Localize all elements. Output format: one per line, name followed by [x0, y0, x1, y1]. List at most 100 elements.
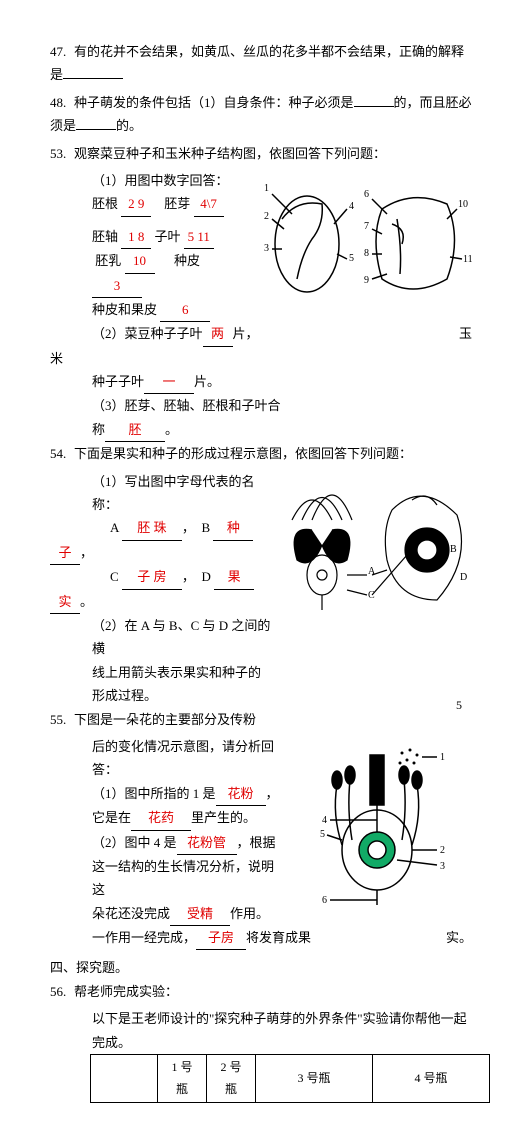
- svg-text:2: 2: [264, 211, 269, 222]
- q55-text: 下图是一朵花的主要部分及传粉: [74, 712, 256, 727]
- q55-p3: （2）图中 4 是花粉管，根据: [50, 831, 282, 855]
- q53-p3: 种子子叶一片。: [50, 370, 472, 394]
- q54-lav: 胚 珠: [122, 516, 182, 540]
- svg-text:5: 5: [320, 829, 325, 840]
- svg-text:10: 10: [458, 199, 468, 210]
- q55: 55.下图是一朵花的主要部分及传粉: [50, 708, 472, 731]
- q54-d2: 实。: [50, 590, 272, 614]
- q53-l4: 种皮和果皮 6: [50, 298, 252, 322]
- q53-p2row: （2）菜豆种子子叶两片， 玉: [50, 322, 472, 346]
- q53-l2a: 胚轴: [92, 229, 118, 244]
- q54-p1: （1）写出图中字母代表的名称：: [50, 470, 272, 517]
- svg-text:3: 3: [440, 861, 445, 872]
- svg-text:3: 3: [264, 243, 269, 254]
- q53-p5a: 称: [92, 422, 105, 437]
- q54-lc: C: [110, 569, 119, 584]
- q53-p4: （3）胚芽、胚轴、胚根和子叶合: [50, 394, 472, 417]
- section4: 四、探究题。: [50, 956, 472, 979]
- q53-p2b2: 米: [50, 347, 472, 370]
- q54-c2: ，: [80, 545, 93, 560]
- q55-p5a: 朵花还没完成: [92, 906, 170, 921]
- svg-text:9: 9: [364, 275, 369, 286]
- q54-lcv: 子 房: [122, 565, 182, 589]
- q48-b2[interactable]: [76, 116, 116, 130]
- q47-blank[interactable]: [63, 65, 123, 79]
- q53-diagram: 123 45 6789 1011: [252, 169, 472, 309]
- q54-lbv2: 子: [50, 541, 80, 565]
- q53-text: 观察菜豆种子和玉米种子结构图，依图回答下列问题：: [74, 146, 386, 161]
- q54-diagram: AC BD: [272, 470, 472, 630]
- q53-p5av: 胚: [105, 418, 165, 442]
- q53-p2b: 片，: [233, 326, 259, 341]
- tbl-c1: [91, 1055, 158, 1103]
- svg-text:6: 6: [322, 895, 327, 906]
- q55-p1av: 花粉: [216, 782, 266, 806]
- svg-text:6: 6: [364, 189, 369, 200]
- q54-p1e: 。: [80, 594, 93, 609]
- q56-num: 56.: [50, 980, 74, 1003]
- q53-l1bv: 4\7: [194, 192, 224, 216]
- q54-p2a: （2）在 A 与 B、C 与 D 之间的横: [50, 614, 272, 661]
- q53-l3: 胚乳 10 种皮 3: [50, 249, 252, 298]
- svg-text:4: 4: [322, 815, 327, 826]
- tbl-c4: 3 号瓶: [256, 1055, 373, 1103]
- svg-text:4: 4: [349, 201, 354, 212]
- q48-b1[interactable]: [354, 93, 394, 107]
- q55-num: 55.: [50, 708, 74, 731]
- tbl-c3: 2 号瓶: [207, 1055, 256, 1103]
- q55-p5av: 受精: [170, 902, 230, 926]
- q54-cd: C 子 房， D 果: [50, 565, 272, 589]
- q53-l4a: 种皮和果皮: [92, 302, 157, 317]
- q55-p2: 它是在花药里产生的。: [50, 806, 282, 830]
- q55-p3b: ，根据: [237, 835, 276, 850]
- q55-p6row: 一作用一经完成，子房将发育成果 实。: [50, 926, 472, 950]
- q54-p2b: 线上用箭头表示果实和种子的: [50, 661, 272, 684]
- svg-text:A: A: [368, 566, 376, 577]
- svg-text:7: 7: [364, 221, 369, 232]
- q48: 48.种子萌发的条件包括（1）自身条件：种子必须是的，而且胚必须是的。: [50, 91, 472, 138]
- q56: 56.帮老师完成实验：: [50, 980, 472, 1003]
- q54-ldv2: 实: [50, 590, 80, 614]
- q55-p3av: 花粉管: [177, 831, 237, 855]
- q53-l1: 胚根 2 9 胚芽 4\7: [50, 192, 252, 216]
- tbl-c5: 4 号瓶: [373, 1055, 490, 1103]
- q55-p6av: 子房: [196, 926, 246, 950]
- q54-c1: ，: [182, 520, 195, 535]
- q48-t3: 的。: [116, 118, 142, 133]
- svg-text:11: 11: [463, 254, 472, 265]
- q54-c3: ，: [182, 569, 195, 584]
- q55-l2: 后的变化情况示意图，请分析回答：: [50, 735, 282, 782]
- q53-num: 53.: [50, 142, 74, 165]
- q54-p2c: 形成过程。: [50, 684, 272, 707]
- q53-l2bv: 5 11: [184, 225, 214, 249]
- q53-p2av: 两: [203, 322, 233, 346]
- q48-t1: 种子萌发的条件包括（1）自身条件：种子必须是: [74, 95, 354, 110]
- svg-text:B: B: [450, 544, 457, 555]
- q53-p5: 称胚。: [50, 418, 472, 442]
- svg-text:5: 5: [349, 253, 354, 264]
- svg-text:8: 8: [364, 248, 369, 259]
- page-number: 5: [456, 695, 462, 717]
- q55-p6a: 一作用一经完成，: [92, 930, 196, 945]
- q55-p1: （1）图中所指的 1 是花粉，: [50, 782, 282, 806]
- q55-diagram: 123 456: [282, 735, 472, 915]
- q55-p6tail: 实。: [446, 926, 472, 950]
- svg-text:C: C: [368, 590, 375, 601]
- q55-p2av: 花药: [131, 806, 191, 830]
- tbl-c2: 1 号瓶: [158, 1055, 207, 1103]
- q53-l1a: 胚根: [92, 196, 118, 211]
- q47-num: 47.: [50, 40, 74, 63]
- q53-p2tail: 玉: [459, 322, 472, 346]
- q55-p4: 这一结构的生长情况分析，说明这: [50, 855, 282, 902]
- q48-num: 48.: [50, 91, 74, 114]
- q53-p2a: （2）菜豆种子子叶: [92, 326, 203, 341]
- q53: 53.观察菜豆种子和玉米种子结构图，依图回答下列问题：: [50, 142, 472, 165]
- q55-p2b: 里产生的。: [191, 810, 256, 825]
- q53-l1av: 2 9: [121, 192, 151, 216]
- q54-lbv: 种: [213, 516, 253, 540]
- q54-text: 下面是果实和种子的形成过程示意图，依图回答下列问题：: [74, 446, 412, 461]
- q54-ldv: 果: [214, 565, 254, 589]
- q55-p2a: 它是在: [92, 810, 131, 825]
- q54-la: A: [110, 520, 119, 535]
- q53-l2: 胚轴 1 8 子叶 5 11: [50, 225, 252, 249]
